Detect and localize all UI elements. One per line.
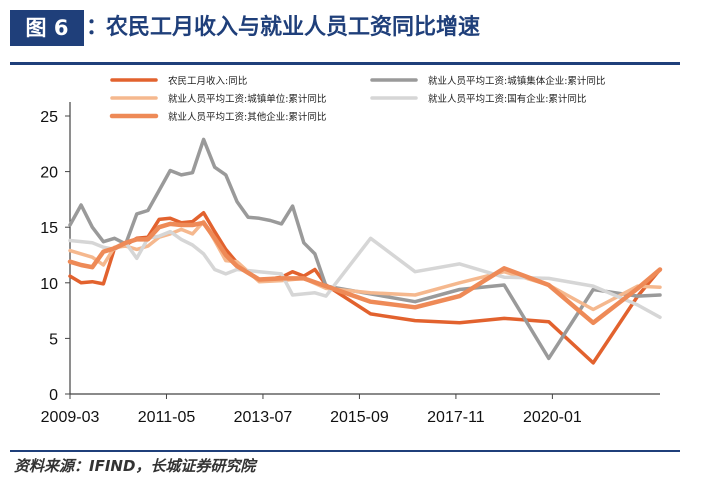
footer-rule	[10, 450, 680, 452]
header-rule	[10, 62, 680, 65]
source-note: 资料来源：IFIND，长城证券研究院	[14, 457, 256, 475]
y-tick-label: 25	[40, 109, 58, 126]
x-tick-label: 2015-09	[330, 409, 389, 426]
x-tick-label: 2013-07	[234, 409, 293, 426]
y-tick-label: 0	[49, 387, 58, 404]
legend-label-3: 就业人员平均工资:城镇单位:累计同比	[168, 93, 326, 105]
chart-series	[67, 137, 663, 365]
figure-colon: ：	[86, 15, 109, 40]
chart-legend: 农民工月收入:同比 就业人员平均工资:城镇集体企业:累计同比就业人员平均工资:城镇…	[109, 75, 605, 123]
figure-number-badge: 图 6	[10, 10, 84, 46]
x-tick-label: 2020-01	[523, 409, 582, 426]
legend-label-4: 就业人员平均工资:国有企业:累计同比	[428, 93, 586, 105]
y-tick-label: 5	[49, 331, 58, 348]
y-tick-label: 20	[40, 165, 58, 182]
x-tick-label: 2011-05	[138, 409, 196, 426]
legend-label-5: 就业人员平均工资:其他企业:累计同比	[168, 111, 326, 123]
legend-label-1: 农民工月收入:同比	[168, 75, 247, 87]
legend-label-2: 就业人员平均工资:城镇集体企业:累计同比	[428, 75, 605, 87]
x-tick-label: 2017-11	[427, 409, 485, 426]
y-tick-label: 15	[40, 220, 58, 237]
series-line-5	[67, 220, 663, 326]
line-chart: 农民工月收入:同比 就业人员平均工资:城镇集体企业:累计同比就业人员平均工资:城镇…	[40, 75, 663, 426]
series-line-2	[68, 137, 662, 361]
figure-title: 农民工月收入与就业人员工资同比增速	[106, 15, 481, 40]
chart-axes: 0 5 10 15 20 25 2009-03 2011-05 2013-07 2015-09 20…	[40, 102, 660, 426]
figure-header: 图 6 ： 农民工月收入与就业人员工资同比增速	[10, 10, 692, 46]
y-tick-label: 10	[40, 276, 58, 293]
series-line-4	[68, 229, 662, 320]
x-tick-label: 2009-03	[41, 409, 100, 426]
